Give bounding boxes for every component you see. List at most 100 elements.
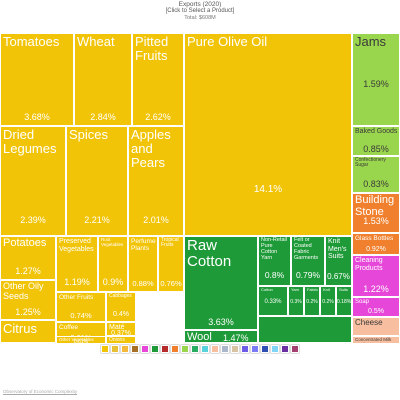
tile-felt-or-coated-fabric-garments[interactable]: Felt or Coated Fabric Garments 0.79% bbox=[291, 236, 325, 286]
tile-share: 0.9% bbox=[102, 277, 124, 287]
tile-label: Concentrated Milk Products bbox=[355, 337, 392, 343]
tile-share: 0.3% bbox=[290, 299, 302, 305]
legend-swatch-chemical-products[interactable] bbox=[141, 345, 149, 353]
legend-swatch-plastics-and-rubbers[interactable] bbox=[151, 345, 159, 353]
tile-share: 2.62% bbox=[145, 112, 171, 122]
chart-total: Total: $608M bbox=[184, 14, 216, 21]
tile-label: Wool bbox=[187, 331, 212, 343]
legend-swatch-textiles[interactable] bbox=[191, 345, 199, 353]
treemap: Tomatoes 3.68% Wheat 2.84% Pitted Fruits 2.62… bbox=[0, 33, 400, 343]
legend-swatch-arts-and-antiques[interactable] bbox=[291, 345, 299, 353]
tile-knit-men-s-suits[interactable]: Knit Men's Suits 0.67% bbox=[325, 236, 352, 286]
tile-label: Apples and Pears bbox=[131, 127, 171, 171]
tile-label: Baked Goods bbox=[355, 128, 398, 135]
tile-root-vegetables[interactable]: Root Vegetables 0.9% bbox=[98, 236, 128, 292]
tile-other-vegetables[interactable]: Other Vegetables 0.51% bbox=[56, 336, 106, 343]
tile-preserved-vegetables[interactable]: Preserved Vegetables 1.19% bbox=[56, 236, 98, 292]
tile-dried-legumes[interactable]: Dried Legumes 2.39% bbox=[0, 126, 66, 236]
tile-other-fruits[interactable]: Other Fruits 0.74% bbox=[56, 292, 106, 322]
tile-label: Other Oily Seeds bbox=[3, 281, 44, 301]
tile-share: 1.22% bbox=[363, 284, 389, 294]
tile-share: 0.33% bbox=[264, 299, 282, 305]
tile-share: 1.59% bbox=[363, 79, 389, 89]
tile-fabric[interactable]: Fabric 0.2% bbox=[304, 286, 320, 316]
tile-share: 3.68% bbox=[24, 112, 50, 122]
tile-share: 2.01% bbox=[143, 215, 169, 225]
legend-swatch-vegetable-products[interactable] bbox=[101, 345, 109, 353]
tile-share: 0.8% bbox=[264, 270, 285, 280]
tile-cheese[interactable]: Cheese0.91% bbox=[352, 317, 400, 336]
tile-label: Other Vegetables bbox=[59, 337, 94, 342]
tile-building-stone[interactable]: Building Stone 1.53% bbox=[352, 193, 400, 233]
tile-label: Root Vegetables bbox=[101, 237, 124, 247]
tile-label: Cheese bbox=[355, 318, 383, 327]
tile-wool-hair[interactable] bbox=[258, 316, 352, 343]
tile-perfume-plants[interactable]: Perfume Plants 0.88% bbox=[128, 236, 158, 292]
legend-swatch-stone-and-glass[interactable] bbox=[211, 345, 219, 353]
tile-share: 0.79% bbox=[295, 270, 321, 280]
tile-share: 0.2% bbox=[306, 299, 318, 305]
legend-swatch-mineral-products[interactable] bbox=[131, 345, 139, 353]
tile-citrus[interactable]: Citrus1.19% bbox=[0, 320, 56, 343]
tile-label: Cotton bbox=[261, 287, 273, 292]
select-product-hint[interactable]: [Click to Select a Product] bbox=[165, 8, 235, 14]
legend-swatch-metals[interactable] bbox=[231, 345, 239, 353]
tile-mat[interactable]: Maté 0.37% bbox=[106, 322, 136, 336]
tile-pure-olive-oil[interactable]: Pure Olive Oil 14.1% bbox=[184, 33, 352, 236]
tile-cotton[interactable]: Cotton 0.33% bbox=[258, 286, 288, 316]
source-credit[interactable]: Observatory of Economic Complexity bbox=[3, 389, 78, 394]
tile-label: Citrus bbox=[3, 321, 37, 336]
tile-knit[interactable]: Knit 0.2% bbox=[320, 286, 336, 316]
tile-confectionery-sugar[interactable]: Confectionery Sugar 0.83% bbox=[352, 156, 400, 193]
tile-baked-goods[interactable]: Baked Goods 0.85% bbox=[352, 126, 400, 156]
tile-label: Soap bbox=[355, 299, 370, 305]
legend-swatch-miscellaneous[interactable] bbox=[281, 345, 289, 353]
tile-concentrated-milk-products[interactable]: Concentrated Milk Products0.65% bbox=[352, 336, 400, 343]
tile-tomatoes[interactable]: Tomatoes 3.68% bbox=[0, 33, 74, 126]
legend-swatch-wood-products[interactable] bbox=[171, 345, 179, 353]
tile-other-oily-seeds[interactable]: Other Oily Seeds 1.25% bbox=[0, 280, 56, 320]
tile-spices[interactable]: Spices 2.21% bbox=[66, 126, 128, 236]
tile-share: 2.21% bbox=[84, 215, 110, 225]
tile-share: 0.67% bbox=[327, 272, 350, 281]
tile-share: 0.85% bbox=[363, 144, 389, 154]
tile-suits[interactable]: Suits 0.18% bbox=[336, 286, 352, 316]
tile-label: Tropical Fruits bbox=[161, 237, 179, 249]
tile-raw-cotton[interactable]: Raw Cotton 3.63% bbox=[184, 236, 258, 330]
tile-share: 0.92% bbox=[366, 246, 386, 253]
legend-swatch-animal-hides[interactable] bbox=[161, 345, 169, 353]
tile-jams[interactable]: Jams 1.59% bbox=[352, 33, 400, 126]
legend-swatch-machines[interactable] bbox=[241, 345, 249, 353]
tile-label: Jams bbox=[355, 34, 387, 49]
tile-share: 0.74% bbox=[70, 311, 92, 320]
tile-non-retail-pure-cotton-yarn[interactable]: Non-Retail Pure Cotton Yarn 0.8% bbox=[258, 236, 291, 286]
tile-potatoes[interactable]: Potatoes 1.27% bbox=[0, 236, 56, 280]
tile-wheat[interactable]: Wheat 2.84% bbox=[74, 33, 132, 126]
tile-cabbages[interactable]: Cabbages 0.4% bbox=[106, 292, 136, 322]
tile-tropical-fruits[interactable]: Tropical Fruits 0.76% bbox=[158, 236, 184, 292]
tile-share: 0.51% bbox=[73, 339, 89, 343]
legend-swatch-precious-metals[interactable] bbox=[221, 345, 229, 353]
legend-swatch-paper-goods[interactable] bbox=[181, 345, 189, 353]
tile-share: 0.18% bbox=[337, 299, 352, 305]
tile-yarn[interactable]: Yarn 0.3% bbox=[288, 286, 304, 316]
tile-label: Cleaning Products bbox=[355, 257, 383, 272]
legend-swatch-animal-and-vegetable-bi-products[interactable] bbox=[111, 345, 119, 353]
legend-swatch-foodstuffs[interactable] bbox=[121, 345, 129, 353]
legend-swatch-footwear-and-headwear[interactable] bbox=[201, 345, 209, 353]
tile-label: Knit Men's Suits bbox=[328, 238, 347, 261]
legend-swatch-transportation[interactable] bbox=[251, 345, 259, 353]
tile-glass-bottles[interactable]: Glass Bottles 0.92% bbox=[352, 233, 400, 255]
tile-apples-and-pears[interactable]: Apples and Pears 2.01% bbox=[128, 126, 184, 236]
legend-swatch-weapons[interactable] bbox=[271, 345, 279, 353]
tile-wool[interactable]: Wool 1.47% bbox=[184, 330, 258, 343]
tile-pitted-fruits[interactable]: Pitted Fruits 2.62% bbox=[132, 33, 184, 126]
tile-label: Maté bbox=[109, 324, 125, 331]
legend-swatch-instruments[interactable] bbox=[261, 345, 269, 353]
tile-cleaning-products[interactable]: Cleaning Products 1.22% bbox=[352, 255, 400, 297]
tile-share: 0.5% bbox=[368, 308, 384, 315]
tile-share: 0.37% bbox=[111, 330, 131, 336]
tile-soap[interactable]: Soap 0.5% bbox=[352, 297, 400, 317]
tile-label: Coffee bbox=[59, 324, 79, 331]
tile-onions[interactable]: Onions0.32% bbox=[106, 336, 136, 343]
